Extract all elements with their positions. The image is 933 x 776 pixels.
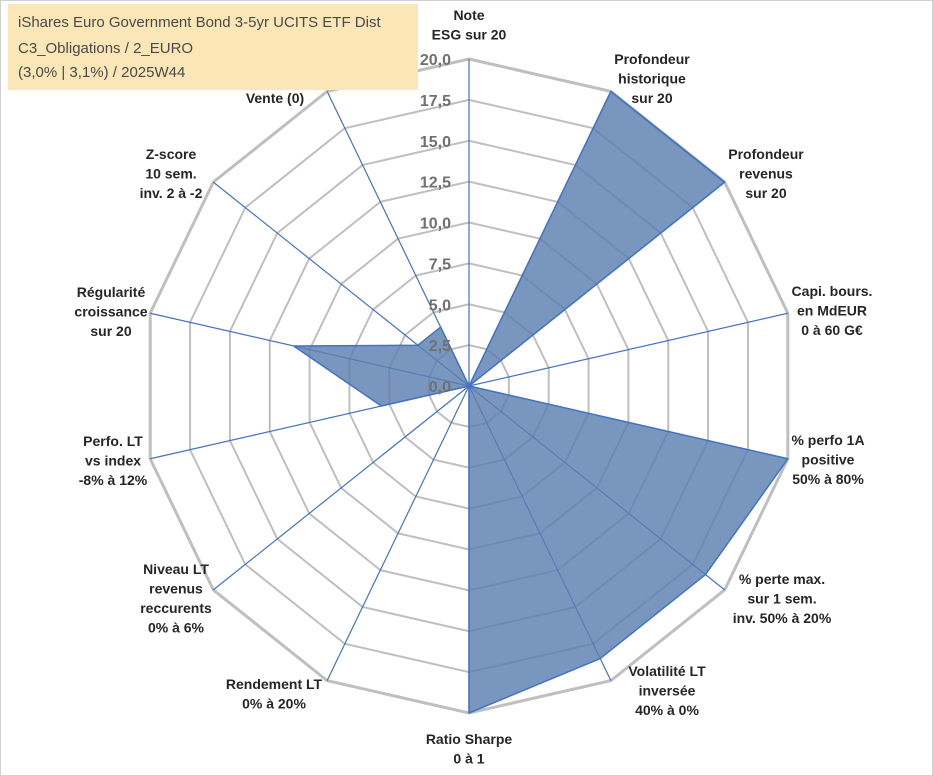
series-area [292, 90, 789, 714]
category-label: % perfo 1A positive 50% à 80% [791, 432, 864, 487]
category-label: Ratio Sharpe 0 à 1 [426, 731, 513, 767]
radar-series [292, 90, 789, 714]
category-label: Volatilité LT inversée 40% à 0% [628, 663, 706, 718]
tick-label: 10,0 [420, 216, 451, 233]
category-label: Profondeur historique sur 20 [614, 51, 690, 106]
category-label: Note ESG sur 20 [432, 7, 507, 43]
title-line-3: (3,0% | 3,1%) / 2025W44 [18, 64, 186, 81]
category-label: Niveau LT revenus reccurents 0% à 6% [140, 561, 212, 636]
category-label: Z-score 10 sem. inv. 2 à -2 [140, 146, 203, 201]
tick-label: 5,0 [429, 297, 451, 314]
radial-tick-labels: 0,0 2,5 5,0 7,5 10,0 12,5 15,0 17,5 20,0 [420, 52, 451, 396]
tick-label: 7,5 [429, 256, 451, 273]
title-box: iShares Euro Government Bond 3-5yr UCITS… [8, 4, 418, 90]
category-label: Profondeur revenus sur 20 [728, 146, 804, 201]
tick-label: 12,5 [420, 175, 451, 192]
category-label: Perfo. LT vs index -8% à 12% [79, 433, 148, 488]
tick-label: 20,0 [420, 52, 451, 69]
tick-label: 2,5 [429, 338, 451, 355]
title-line-2: C3_Obligations / 2_EURO [18, 40, 194, 57]
axis-spoke [212, 385, 470, 591]
category-label: % perte max. sur 1 sem. inv. 50% à 20% [733, 571, 832, 626]
category-label: Rendement LT 0% à 20% [226, 676, 323, 712]
category-label: Capi. bours. en MdEUR 0 à 60 G€ [792, 283, 873, 338]
title-line-1: iShares Euro Government Bond 3-5yr UCITS… [18, 14, 381, 31]
axis-spoke [326, 385, 470, 681]
tick-label: 0,0 [429, 379, 451, 396]
tick-label: 15,0 [420, 134, 451, 151]
category-label: Régularité croissance sur 20 [74, 284, 147, 339]
axis-spoke [468, 312, 788, 387]
tick-label: 17,5 [420, 93, 451, 110]
